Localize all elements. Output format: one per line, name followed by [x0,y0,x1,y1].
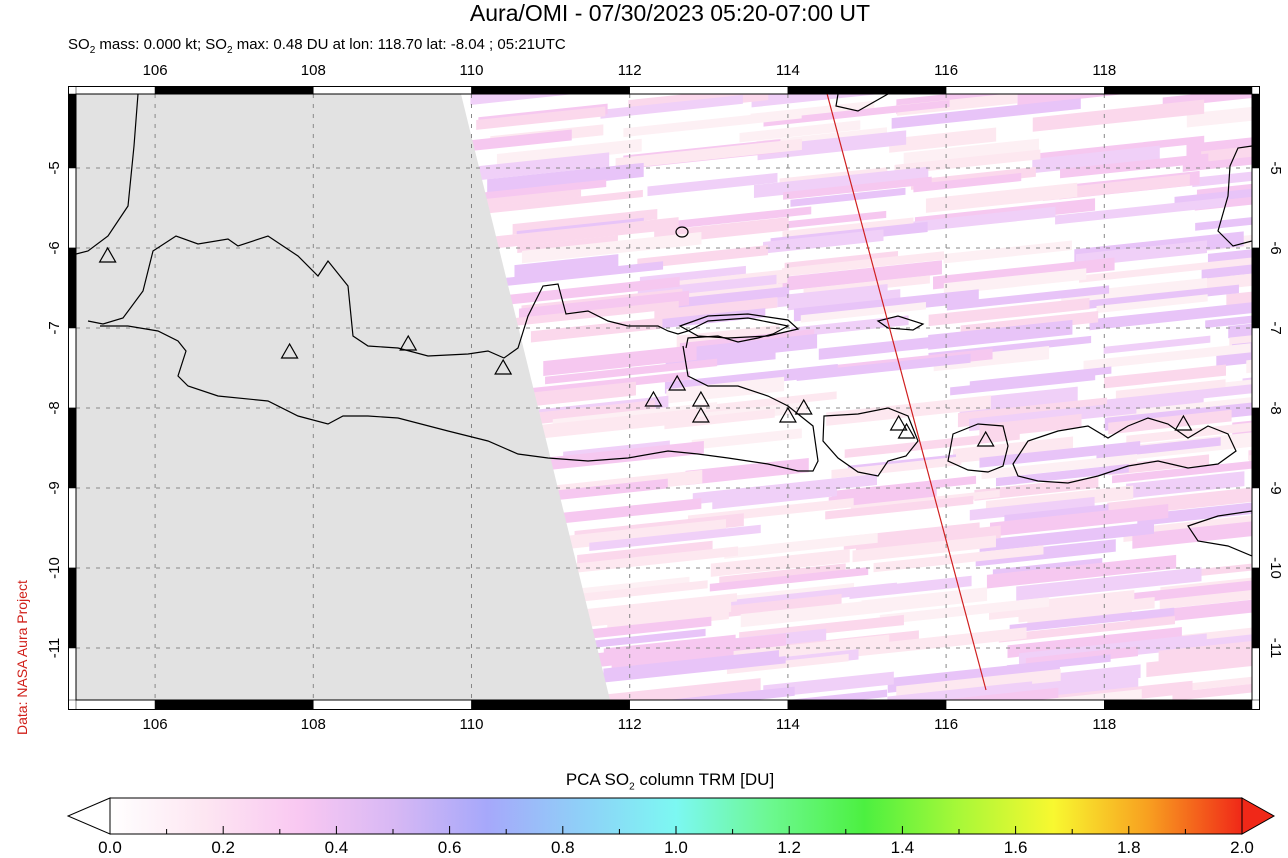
volcano-markers [98,246,1193,447]
volcano-icon [1174,414,1193,431]
volcano-icon [691,390,710,407]
lon-tick-label: 106 [142,62,168,79]
lon-tick-label: 116 [934,62,959,79]
lat-tick-label: -7 [1267,321,1284,335]
volcano-icon [778,406,797,423]
lon-tick-label: 106 [142,716,168,733]
lon-tick-label: 112 [617,716,642,733]
so2-pixel-layer [461,94,1252,700]
lon-tick-label: 118 [1092,716,1117,733]
volcano-icon [794,398,813,415]
lat-tick-label: -5 [46,161,63,175]
colorbar-tick-label: 1.6 [1003,838,1028,857]
lon-tick-label: 110 [459,716,484,733]
volcano-icon [897,422,916,439]
colorbar-tick-label: 0.2 [211,838,236,857]
colorbar-tick-label: 0.0 [98,838,122,857]
volcano-icon [644,390,663,407]
colorbar-tick-label: 1.0 [664,838,688,857]
lon-tick-label: 110 [459,62,484,79]
colorbar-tick-label: 0.8 [550,838,575,857]
lat-tick-label: -5 [1267,161,1284,175]
colorbar-tick-label: 1.8 [1116,838,1141,857]
gridlines [76,94,1252,700]
coastlines [76,94,1252,557]
volcano-icon [280,342,299,359]
volcano-icon [98,246,117,263]
volcano-icon [691,406,710,423]
lat-tick-label: -11 [46,637,63,659]
lat-tick-label: -7 [46,321,63,335]
map-frame [68,86,1260,710]
no-data-region [76,94,610,700]
lat-tick-label: -9 [1267,481,1284,495]
colorbar-tick-label: 0.6 [437,838,462,857]
lat-tick-label: -8 [46,401,63,415]
orbit-track-line [826,94,987,691]
lat-tick-label: -11 [1267,637,1284,659]
volcano-icon [889,414,908,431]
volcano-icon [668,374,687,391]
colorbar-tick-label: 1.4 [890,838,915,857]
colorbar-tick-label: 1.2 [777,838,802,857]
lon-tick-label: 108 [300,716,326,733]
colorbar [66,797,1276,835]
data-credit: Data: NASA Aura Project [14,580,30,735]
volcano-icon [976,430,995,447]
lon-tick-label: 108 [300,62,326,79]
chart-subtitle: SO2 mass: 0.000 kt; SO2 max: 0.48 DU at … [68,36,566,56]
lon-tick-label: 118 [1092,62,1117,79]
lat-tick-label: -9 [46,481,63,495]
lon-tick-label: 112 [617,62,642,79]
colorbar-tick-label: 0.4 [324,838,349,857]
lat-tick-label: -10 [1267,557,1284,579]
volcano-icon [494,358,513,375]
lat-tick-label: -8 [1267,401,1284,415]
lon-tick-label: 114 [775,62,800,79]
lat-tick-label: -6 [46,241,63,255]
lat-tick-label: -10 [46,557,63,579]
so2-map [68,86,1260,710]
chart-title: Aura/OMI - 07/30/2023 05:20-07:00 UT [469,0,871,26]
colorbar-label: PCA SO2 column TRM [DU] [565,770,775,793]
volcano-icon [399,334,418,351]
lat-tick-label: -6 [1267,241,1284,255]
colorbar-tick-label: 2.0 [1230,838,1254,857]
lon-tick-label: 114 [775,716,800,733]
lon-tick-label: 116 [934,716,959,733]
